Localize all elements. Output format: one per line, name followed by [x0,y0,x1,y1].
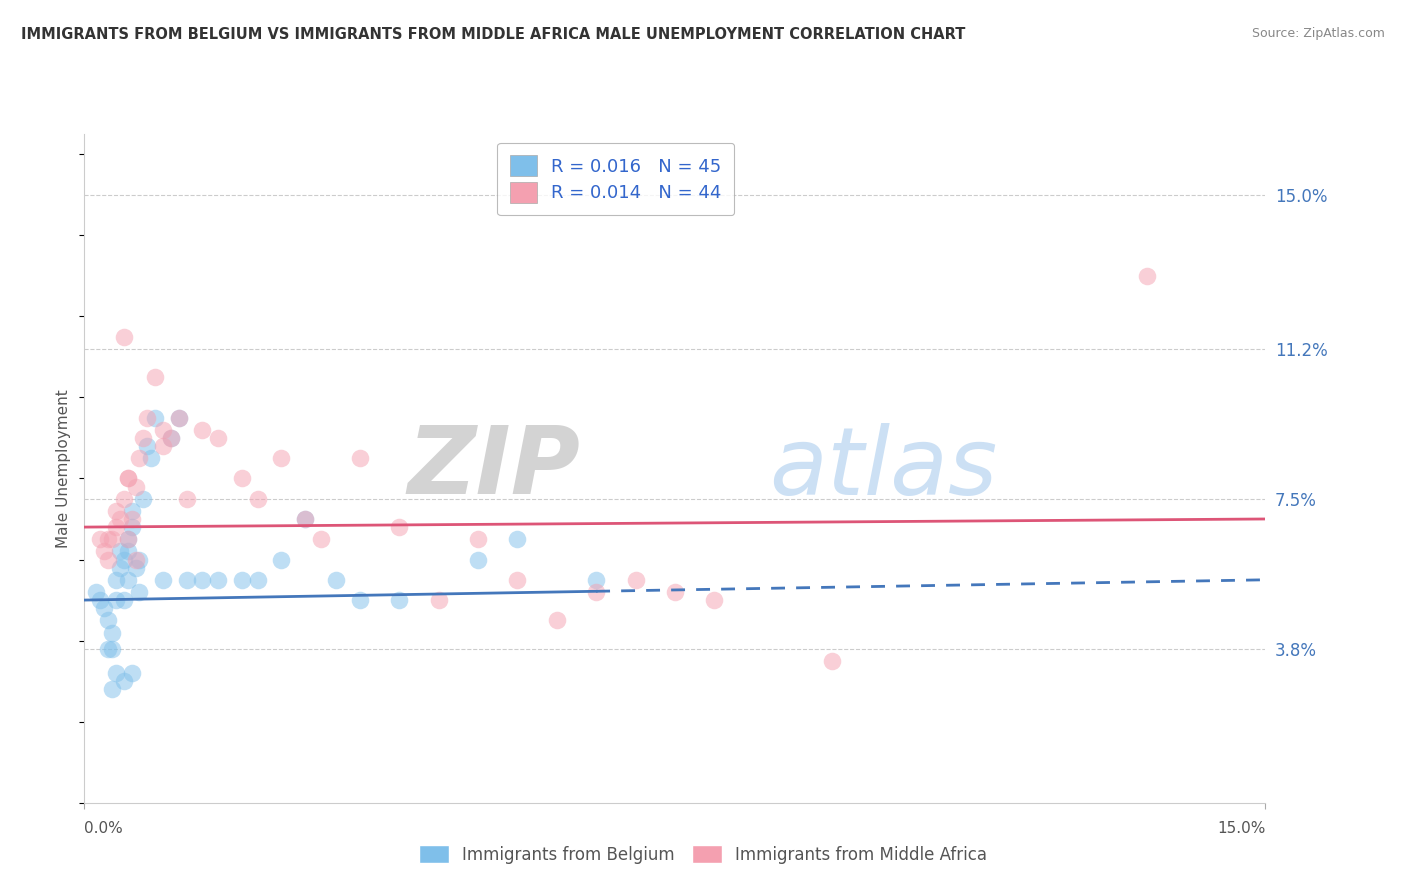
Point [124,552,146,566]
Point [388,520,411,534]
Point [101,625,124,640]
Point [506,533,529,547]
Point [207,431,229,445]
Point [93,544,115,558]
Point [121,512,143,526]
Point [270,552,292,566]
Point [152,423,174,437]
Point [97,533,120,547]
Point [97,613,120,627]
Point [270,451,292,466]
Point [121,520,143,534]
Point [117,573,139,587]
Point [101,641,124,656]
Point [506,573,529,587]
Point [246,573,269,587]
Point [585,585,607,599]
Text: IMMIGRANTS FROM BELGIUM VS IMMIGRANTS FROM MIDDLE AFRICA MALE UNEMPLOYMENT CORRE: IMMIGRANTS FROM BELGIUM VS IMMIGRANTS FR… [21,27,966,42]
Point [124,560,146,574]
Point [191,573,214,587]
Point [1136,268,1159,283]
Point [152,573,174,587]
Point [231,471,253,485]
Point [128,585,150,599]
Point [141,451,163,466]
Point [546,613,568,627]
Point [108,560,131,574]
Point [160,431,183,445]
Point [128,451,150,466]
Point [104,593,127,607]
Point [664,585,686,599]
Point [93,601,115,615]
Point [117,544,139,558]
Point [89,533,111,547]
Point [112,552,135,566]
Text: Source: ZipAtlas.com: Source: ZipAtlas.com [1251,27,1385,40]
Point [97,552,120,566]
Point [388,593,411,607]
Point [84,585,107,599]
Text: 0.0%: 0.0% [84,821,124,836]
Y-axis label: Male Unemployment: Male Unemployment [56,389,72,548]
Text: 15.0%: 15.0% [1218,821,1265,836]
Point [108,512,131,526]
Point [585,573,607,587]
Point [101,533,124,547]
Point [108,544,131,558]
Legend: Immigrants from Belgium, Immigrants from Middle Africa: Immigrants from Belgium, Immigrants from… [412,838,994,871]
Text: atlas: atlas [769,423,998,514]
Legend: R = 0.016   N = 45, R = 0.014   N = 44: R = 0.016 N = 45, R = 0.014 N = 44 [498,143,734,215]
Point [143,370,166,384]
Point [89,593,111,607]
Point [624,573,647,587]
Point [117,533,139,547]
Point [349,451,371,466]
Point [112,329,135,343]
Point [467,533,489,547]
Point [191,423,214,437]
Point [121,666,143,681]
Point [101,682,124,697]
Point [112,491,135,506]
Point [294,512,316,526]
Point [821,654,844,668]
Point [128,552,150,566]
Point [309,533,332,547]
Point [136,410,159,425]
Text: ZIP: ZIP [408,422,581,515]
Point [132,431,155,445]
Point [160,431,183,445]
Point [136,439,159,453]
Point [349,593,371,607]
Point [117,471,139,485]
Point [104,666,127,681]
Point [117,533,139,547]
Point [294,512,316,526]
Point [124,479,146,493]
Point [427,593,450,607]
Point [121,504,143,518]
Point [104,504,127,518]
Point [143,410,166,425]
Point [117,471,139,485]
Point [207,573,229,587]
Point [132,491,155,506]
Point [231,573,253,587]
Point [167,410,190,425]
Point [703,593,725,607]
Point [176,491,198,506]
Point [176,573,198,587]
Point [104,520,127,534]
Point [467,552,489,566]
Point [104,573,127,587]
Point [97,641,120,656]
Point [167,410,190,425]
Point [246,491,269,506]
Point [112,674,135,689]
Point [325,573,347,587]
Point [112,593,135,607]
Point [152,439,174,453]
